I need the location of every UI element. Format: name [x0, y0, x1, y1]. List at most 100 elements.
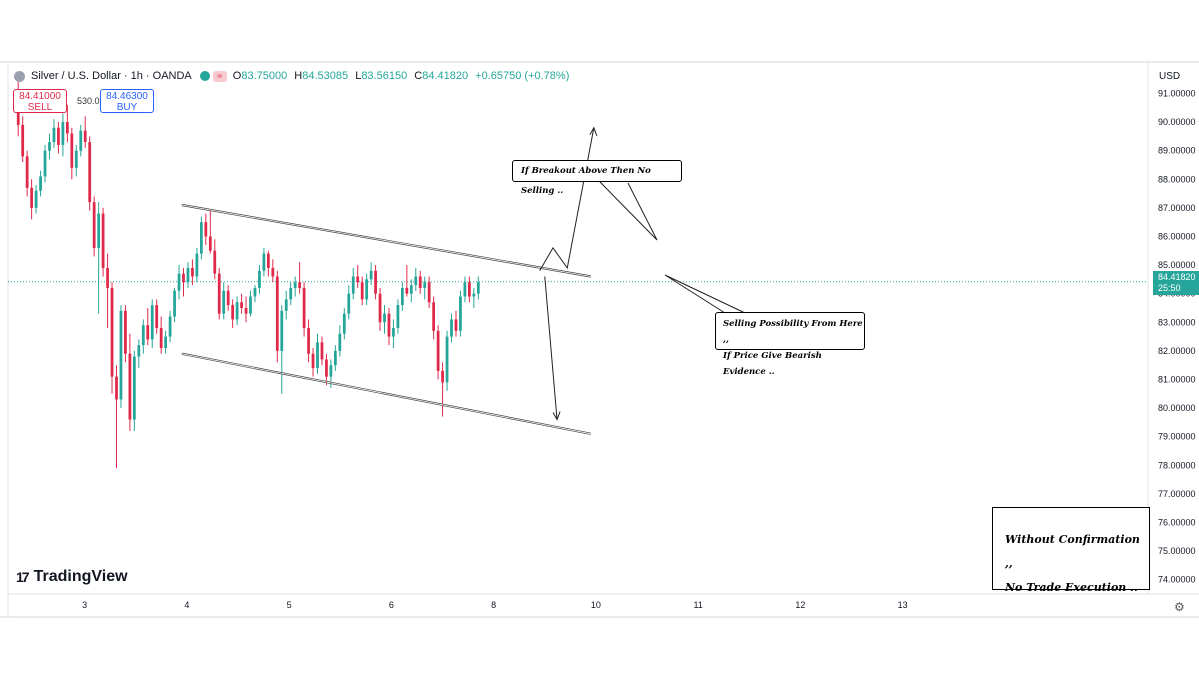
gear-icon[interactable]: ⚙: [1174, 600, 1185, 614]
candle-body: [338, 333, 342, 351]
candle-body: [141, 325, 145, 346]
tradingview-logo[interactable]: 17 TradingView: [16, 568, 128, 586]
candle-body: [454, 319, 458, 331]
candle-body: [266, 253, 270, 268]
candle-body: [79, 130, 83, 151]
candle-body: [155, 305, 159, 328]
spread-value: 530.0: [77, 96, 100, 106]
candle-body: [418, 276, 422, 288]
open-value: 83.75000: [241, 70, 288, 82]
currency-selector[interactable]: USD: [1159, 71, 1181, 82]
x-tick-label: 13: [898, 600, 908, 610]
x-tick-label: 5: [287, 600, 292, 610]
candle-body: [467, 282, 471, 297]
confirmation-note: Without Confirmation ,, No Trade Executi…: [992, 507, 1150, 594]
channel-upper-inner: [181, 204, 591, 277]
candle-body: [88, 142, 92, 203]
candle-body: [204, 222, 208, 237]
silver-coin-icon: [14, 70, 25, 82]
candle-body: [21, 124, 25, 157]
candle-body: [311, 353, 315, 369]
candle-body: [226, 290, 230, 306]
candle-body: [450, 319, 453, 337]
candle-body: [92, 202, 96, 248]
candle-body: [400, 287, 404, 306]
candle-body: [316, 342, 319, 369]
breakdown-projection-path: [544, 276, 558, 420]
candle-body: [164, 336, 168, 349]
candle-body: [387, 313, 391, 337]
wave-indicator-icon[interactable]: ≈: [212, 70, 227, 82]
candle-body: [275, 276, 279, 351]
channel-lower-inner: [181, 353, 591, 435]
candle-body: [235, 302, 239, 320]
candle-body: [369, 270, 373, 280]
buy-button[interactable]: 84.46300 BUY: [100, 89, 154, 113]
candle-body: [445, 336, 449, 383]
y-tick-label: 76.00000: [1158, 517, 1196, 527]
candle-body: [347, 293, 351, 314]
last-price-value: 84.41820: [1158, 272, 1196, 282]
candle-body: [476, 282, 480, 294]
x-tick-label: 11: [693, 600, 702, 610]
candle-body: [374, 270, 377, 294]
x-tick-label: 4: [184, 600, 189, 610]
y-tick-label: 79.00000: [1158, 432, 1196, 442]
candle-body: [146, 325, 150, 340]
ohlc-values: O83.75000 H84.53085 L83.56150 C84.41820 …: [232, 70, 570, 82]
candle-body: [83, 130, 87, 143]
candle-body: [115, 376, 118, 400]
candle-body: [128, 353, 132, 420]
candle-body: [405, 287, 409, 294]
buy-label: BUY: [116, 102, 138, 113]
candle-body: [329, 365, 333, 377]
candle-body: [427, 282, 431, 303]
candle-body: [356, 276, 360, 283]
symbol-title[interactable]: Silver / U.S. Dollar · 1h · OANDA: [14, 70, 192, 82]
candle-body: [441, 370, 444, 383]
candle-body: [182, 273, 185, 283]
low-value: 83.56150: [361, 70, 408, 82]
candle-body: [249, 296, 252, 314]
last-price-label: 84.41820 25:50: [1153, 271, 1199, 295]
candle-body: [119, 310, 123, 400]
candle-body: [213, 250, 217, 274]
sell-price: 84.41000: [19, 91, 61, 102]
x-tick-label: 6: [389, 600, 394, 610]
y-tick-label: 81.00000: [1158, 374, 1196, 384]
market-open-icon: [199, 71, 210, 81]
candle-body: [70, 133, 74, 168]
candle-body: [240, 302, 243, 308]
candle-body: [298, 282, 302, 288]
candle-body: [173, 290, 176, 317]
candle-body: [463, 282, 467, 297]
candle-body: [378, 293, 382, 323]
candle-body: [414, 276, 418, 286]
candle-body: [472, 293, 476, 297]
y-tick-label: 80.00000: [1158, 403, 1196, 413]
candle-body: [253, 287, 257, 297]
buy-price: 84.46300: [106, 91, 148, 102]
candle-body: [106, 267, 109, 288]
y-tick-label: 83.00000: [1158, 317, 1196, 327]
close-value: 84.41820: [422, 70, 469, 82]
x-tick-label: 8: [491, 600, 496, 610]
y-tick-label: 91.00000: [1158, 88, 1196, 98]
candle-body: [351, 276, 355, 294]
y-tick-label: 90.00000: [1158, 117, 1196, 127]
candle-body: [48, 142, 51, 151]
y-tick-label: 74.00000: [1158, 575, 1196, 585]
breakout-callout-pointer: [599, 181, 658, 241]
candle-body: [333, 350, 337, 366]
candle-body: [150, 305, 154, 340]
y-tick-label: 89.00000: [1158, 146, 1196, 156]
y-tick-label: 78.00000: [1158, 460, 1196, 470]
candle-body: [432, 302, 436, 331]
candle-body: [159, 327, 163, 349]
candle-body: [320, 342, 324, 360]
breakdown-arrowhead: [552, 411, 561, 421]
candle-body: [195, 253, 199, 277]
sell-button[interactable]: 84.41000 SELL: [13, 89, 67, 113]
candle-body: [293, 282, 297, 288]
